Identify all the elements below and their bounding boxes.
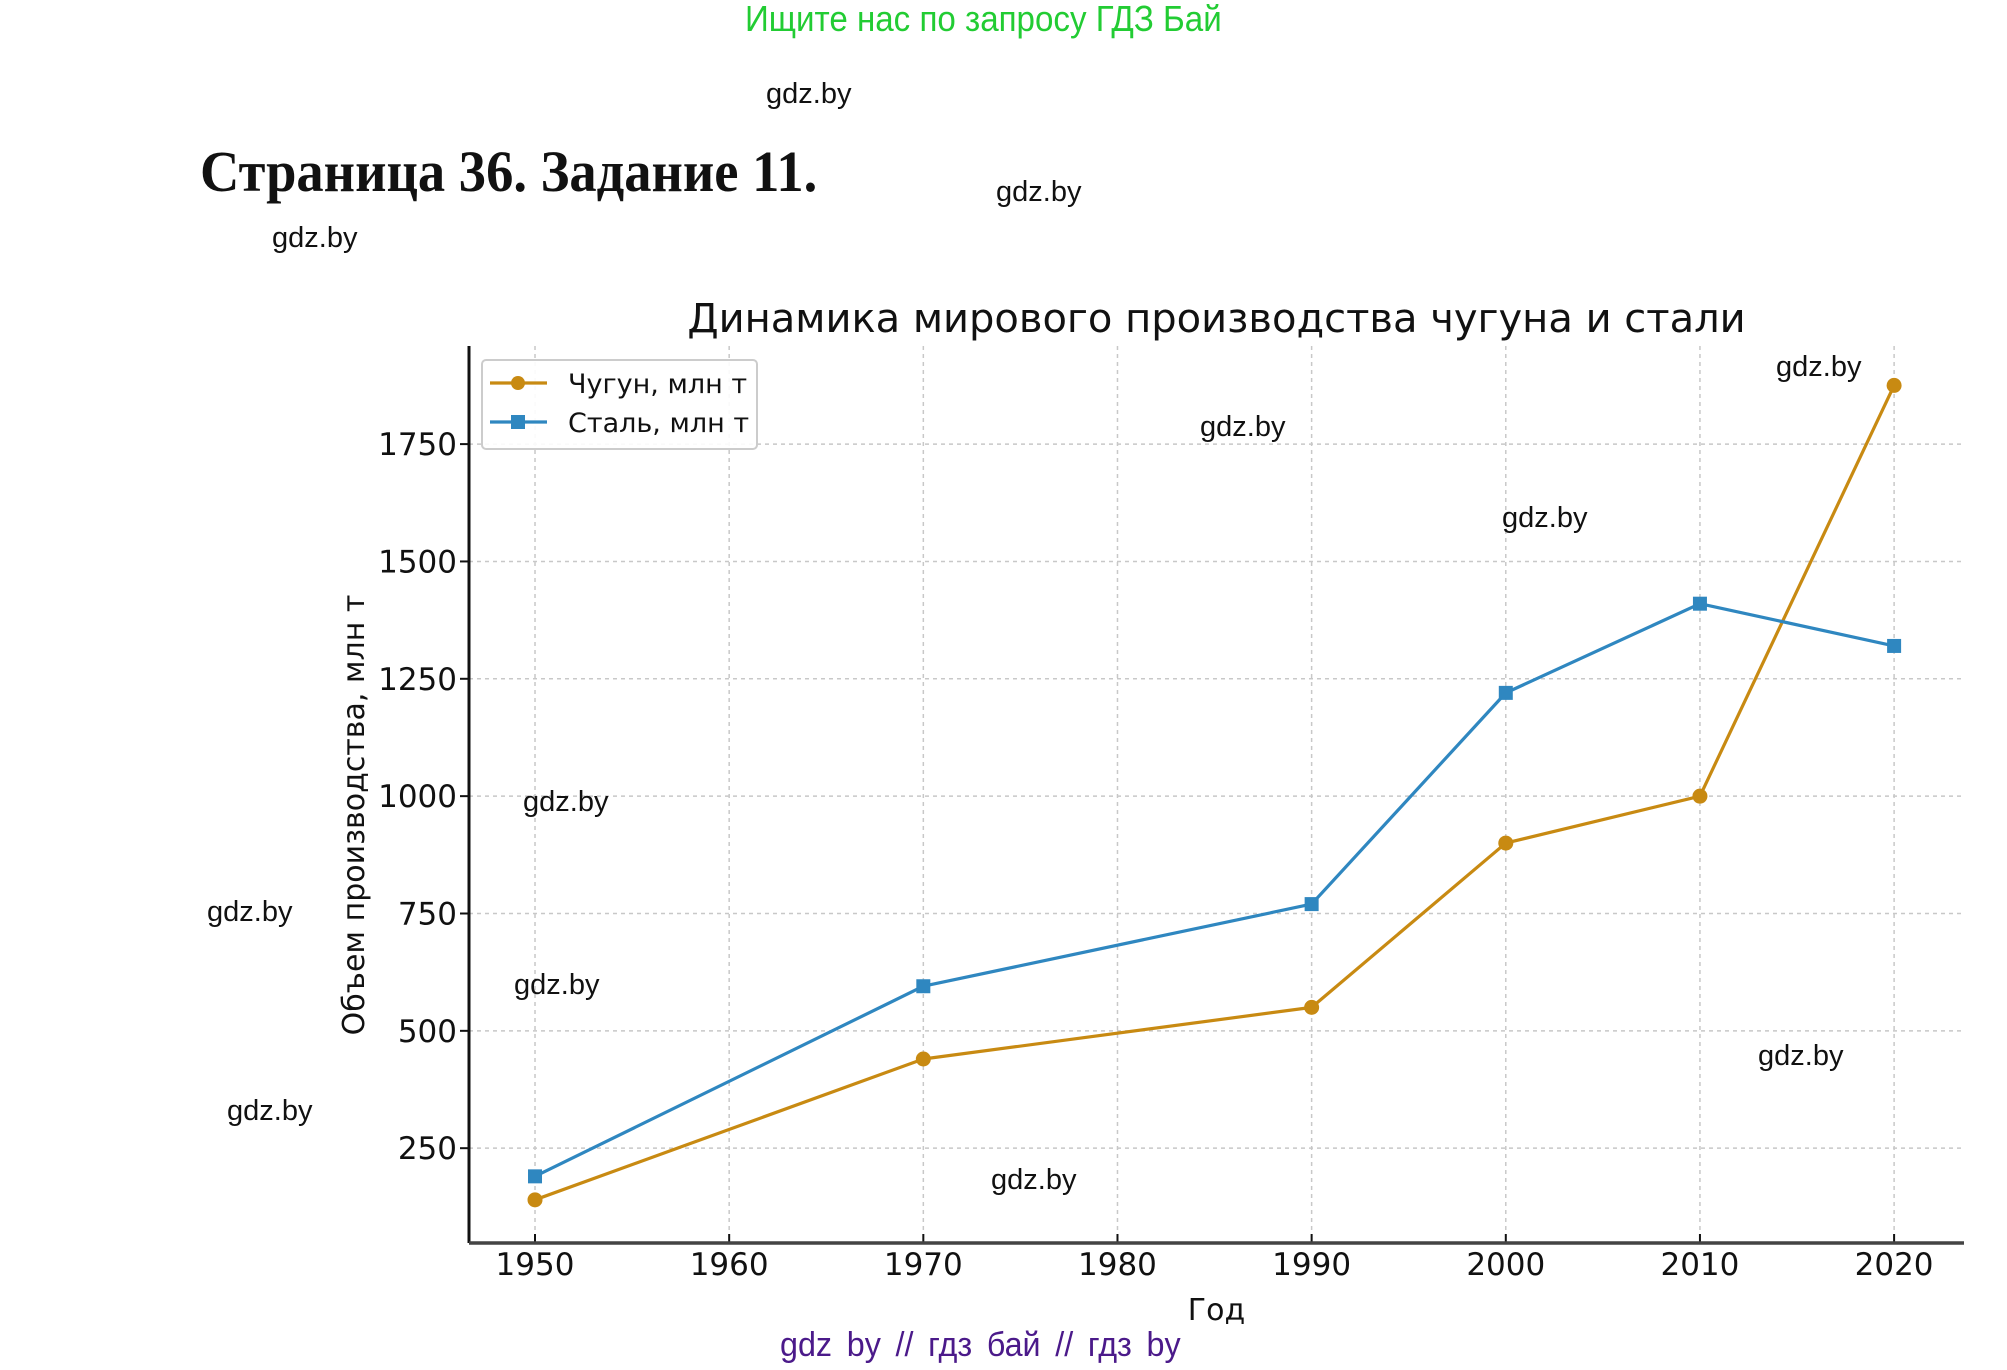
data-point-circle bbox=[915, 1051, 931, 1067]
x-tick-label: 2010 bbox=[1660, 1247, 1739, 1283]
data-point-square bbox=[1887, 638, 1902, 653]
watermark: gdz.by bbox=[766, 78, 852, 110]
y-tick-label: 500 bbox=[398, 1014, 457, 1050]
x-tick-label: 1990 bbox=[1272, 1247, 1351, 1283]
data-point-circle bbox=[1692, 788, 1708, 804]
data-point-square bbox=[916, 979, 931, 994]
x-tick-label: 1980 bbox=[1078, 1247, 1157, 1283]
watermark: gdz.by bbox=[991, 1164, 1077, 1196]
series-line bbox=[534, 384, 1896, 1202]
x-tick-label: 1950 bbox=[496, 1247, 575, 1283]
promo-banner[interactable]: Ищите нас по запросу ГДЗ Бай bbox=[745, 0, 1222, 39]
data-point-square bbox=[1692, 596, 1707, 611]
series-line bbox=[534, 602, 1895, 1178]
legend-marker-circle bbox=[511, 376, 525, 390]
data-point-square bbox=[528, 1169, 543, 1184]
y-tick-label: 1000 bbox=[378, 779, 457, 815]
watermark: gdz.by bbox=[996, 176, 1082, 208]
footer-links[interactable]: gdz by // гдз бай // гдз by bbox=[780, 1326, 1181, 1364]
watermark: gdz.by bbox=[1776, 351, 1862, 383]
legend-box bbox=[481, 359, 758, 450]
x-tick-label: 2020 bbox=[1855, 1247, 1934, 1283]
data-point-square bbox=[1498, 685, 1513, 700]
data-point-square bbox=[1304, 897, 1319, 912]
data-point-circle bbox=[1886, 377, 1902, 393]
y-tick-label: 1750 bbox=[378, 427, 457, 463]
chart-title: Динамика мирового производства чугуна и … bbox=[687, 296, 1745, 342]
y-axis-label: Объем производства, млн т bbox=[337, 595, 372, 1036]
legend-label: Чугун, млн т bbox=[568, 369, 747, 400]
legend-marker-square bbox=[511, 415, 525, 429]
watermark: gdz.by bbox=[1502, 502, 1588, 534]
watermark: gdz.by bbox=[1200, 411, 1286, 443]
chart-axes: 1950 1960 1970 1980 1990 2000 2010 2020 250 500 75… bbox=[378, 346, 1964, 1283]
chart-legend: Чугун, млн т Сталь, млн т bbox=[481, 359, 758, 450]
x-tick-label: 2000 bbox=[1466, 1247, 1545, 1283]
y-tick-label: 250 bbox=[398, 1131, 457, 1167]
watermark: gdz.by bbox=[227, 1095, 313, 1127]
legend-label: Сталь, млн т bbox=[568, 408, 749, 439]
page-title: Страница 36. Задание 11. bbox=[200, 139, 818, 204]
y-tick-label: 1250 bbox=[378, 662, 457, 698]
watermark: gdz.by bbox=[514, 969, 600, 1001]
y-tick-label: 750 bbox=[398, 896, 457, 932]
watermark: gdz.by bbox=[523, 786, 609, 818]
x-tick-label: 1960 bbox=[690, 1247, 769, 1283]
chart-grid bbox=[469, 346, 1964, 1243]
data-point-circle bbox=[1304, 999, 1320, 1015]
watermark: gdz.by bbox=[1758, 1040, 1844, 1072]
x-tick-label: 1970 bbox=[884, 1247, 963, 1283]
watermark: gdz.by bbox=[272, 222, 358, 254]
chart-series bbox=[527, 377, 1902, 1208]
y-tick-label: 1500 bbox=[378, 544, 457, 580]
x-axis-label: Год bbox=[1188, 1293, 1245, 1328]
data-point-circle bbox=[527, 1192, 543, 1208]
data-point-circle bbox=[1498, 835, 1514, 851]
watermark: gdz.by bbox=[207, 896, 293, 928]
